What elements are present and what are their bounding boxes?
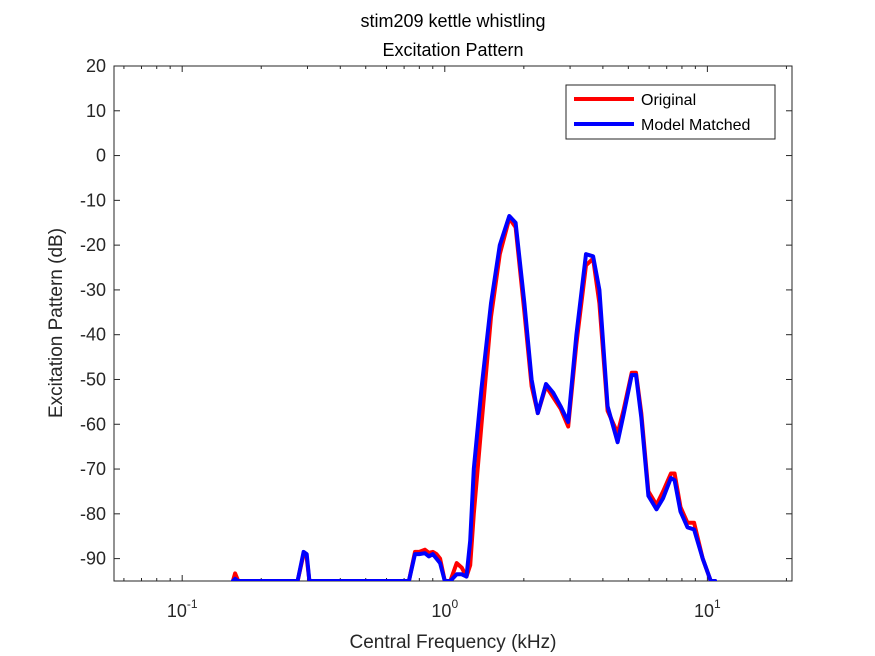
x-tick-label: 100 <box>431 597 458 621</box>
chart-title-line-2: Excitation Pattern <box>382 40 523 60</box>
x-tick-label-exponent: 0 <box>451 597 458 611</box>
y-tick-label: -90 <box>80 549 106 569</box>
series-layer <box>230 214 718 581</box>
x-tick-label-exponent: 1 <box>714 597 721 611</box>
x-axis-ticks: 10-1 100 101 <box>123 66 787 621</box>
plot-area <box>113 65 793 582</box>
x-axis-label: Central Frequency (kHz) <box>350 632 557 653</box>
y-tick-label: 20 <box>86 56 106 76</box>
legend-box <box>565 84 776 140</box>
y-tick-label: 0 <box>96 146 106 166</box>
y-tick-label: -20 <box>80 235 106 255</box>
y-tick-label: 10 <box>86 101 106 121</box>
y-tick-label: -80 <box>80 504 106 524</box>
x-tick-label-exponent: -1 <box>187 597 198 611</box>
y-axis-ticks: -90 -80 -70 -60 -50 -40 -30 -20 -10 0 10 20 <box>80 56 792 569</box>
series-line-model-matched <box>230 214 718 581</box>
legend: Original Model Matched <box>565 84 776 140</box>
y-tick-label: -70 <box>80 459 106 479</box>
y-tick-label: -40 <box>80 325 106 345</box>
x-tick-label: 10-1 <box>167 597 198 621</box>
x-tick-label-base: 10 <box>694 601 714 621</box>
y-tick-label: -10 <box>80 190 106 210</box>
y-tick-label: -50 <box>80 369 106 389</box>
x-tick-label-base: 10 <box>167 601 187 621</box>
y-tick-label: -60 <box>80 414 106 434</box>
x-tick-label: 101 <box>694 597 721 621</box>
y-axis-label: Excitation Pattern (dB) <box>46 228 67 418</box>
chart-title-line-1: stim209 kettle whistling <box>360 11 545 31</box>
legend-label-model-matched: Model Matched <box>641 117 750 134</box>
y-tick-label: -30 <box>80 280 106 300</box>
x-tick-label-base: 10 <box>431 601 451 621</box>
legend-label-original: Original <box>641 92 696 109</box>
